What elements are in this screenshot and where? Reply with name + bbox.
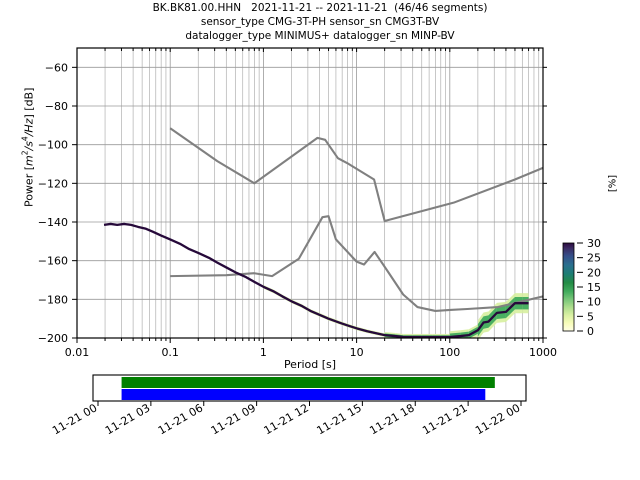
- low-noise-model-curve: [170, 215, 543, 312]
- svg-text:11-21 15: 11-21 15: [315, 401, 364, 437]
- svg-text:−100: −100: [38, 139, 68, 152]
- svg-text:10: 10: [587, 296, 601, 309]
- segments-used-bar: [121, 389, 486, 400]
- ppsd-density-inner-band: [104, 223, 529, 338]
- svg-text:−160: −160: [38, 255, 68, 268]
- svg-text:10: 10: [350, 346, 364, 359]
- svg-text:11-21 09: 11-21 09: [209, 401, 258, 437]
- svg-text:20: 20: [587, 266, 601, 279]
- svg-text:0.01: 0.01: [65, 346, 90, 359]
- svg-text:−200: −200: [38, 332, 68, 345]
- x-axis-tick-labels: 0.01 0.1 1 10 100 1000: [65, 346, 557, 359]
- figure-title-line-1: BK.BK81.00.HHN 2021-11-21 -- 2021-11-21 …: [152, 2, 488, 14]
- svg-text:11-21 18: 11-21 18: [367, 401, 416, 437]
- svg-text:11-21 00: 11-21 00: [50, 401, 99, 437]
- svg-text:25: 25: [587, 252, 601, 265]
- data-coverage-bar: [121, 377, 495, 388]
- time-axis-tick-labels: 11-21 00 11-21 03 11-21 06 11-21 09 11-21 12…: [50, 401, 522, 437]
- plot-frame: [76, 47, 544, 339]
- svg-text:1: 1: [260, 346, 267, 359]
- ppsd-density-outer-band: [104, 223, 529, 338]
- y-axis-tick-labels: −60 −80 −100 −120 −140 −160 −180 −200: [38, 61, 68, 345]
- ppsd-mode-curve: [103, 222, 529, 338]
- svg-text:5: 5: [587, 310, 594, 323]
- svg-text:11-22 00: 11-22 00: [473, 401, 522, 437]
- svg-text:−180: −180: [38, 293, 68, 306]
- figure-title-line-2: sensor_type CMG-3T-PH sensor_sn CMG3T-BV: [200, 16, 440, 28]
- svg-text:−80: −80: [45, 100, 68, 113]
- grid-major-lines: [76, 48, 544, 339]
- high-noise-model-curve: [169, 127, 543, 223]
- grid-minor-lines: [104, 48, 540, 338]
- svg-text:11-21 21: 11-21 21: [420, 401, 469, 437]
- axis-tick-marks: [72, 48, 547, 343]
- svg-text:0: 0: [587, 325, 594, 338]
- figure-title-line-3: datalogger_type MINIMUS+ datalogger_sn M…: [185, 30, 455, 42]
- svg-text:100: 100: [439, 346, 460, 359]
- svg-text:11-21 12: 11-21 12: [262, 401, 311, 437]
- time-axis-tick-marks: [97, 401, 522, 406]
- colorbar-gradient: [562, 242, 575, 332]
- svg-text:0.1: 0.1: [161, 346, 179, 359]
- x-axis-label: Period [s]: [283, 358, 337, 371]
- svg-text:−120: −120: [38, 177, 68, 190]
- svg-text:11-21 06: 11-21 06: [156, 401, 205, 437]
- svg-text:1000: 1000: [529, 346, 557, 359]
- svg-text:15: 15: [587, 281, 601, 294]
- svg-text:11-21 03: 11-21 03: [103, 401, 152, 437]
- svg-text:30: 30: [587, 237, 601, 250]
- svg-text:−140: −140: [38, 216, 68, 229]
- svg-text:−60: −60: [45, 61, 68, 74]
